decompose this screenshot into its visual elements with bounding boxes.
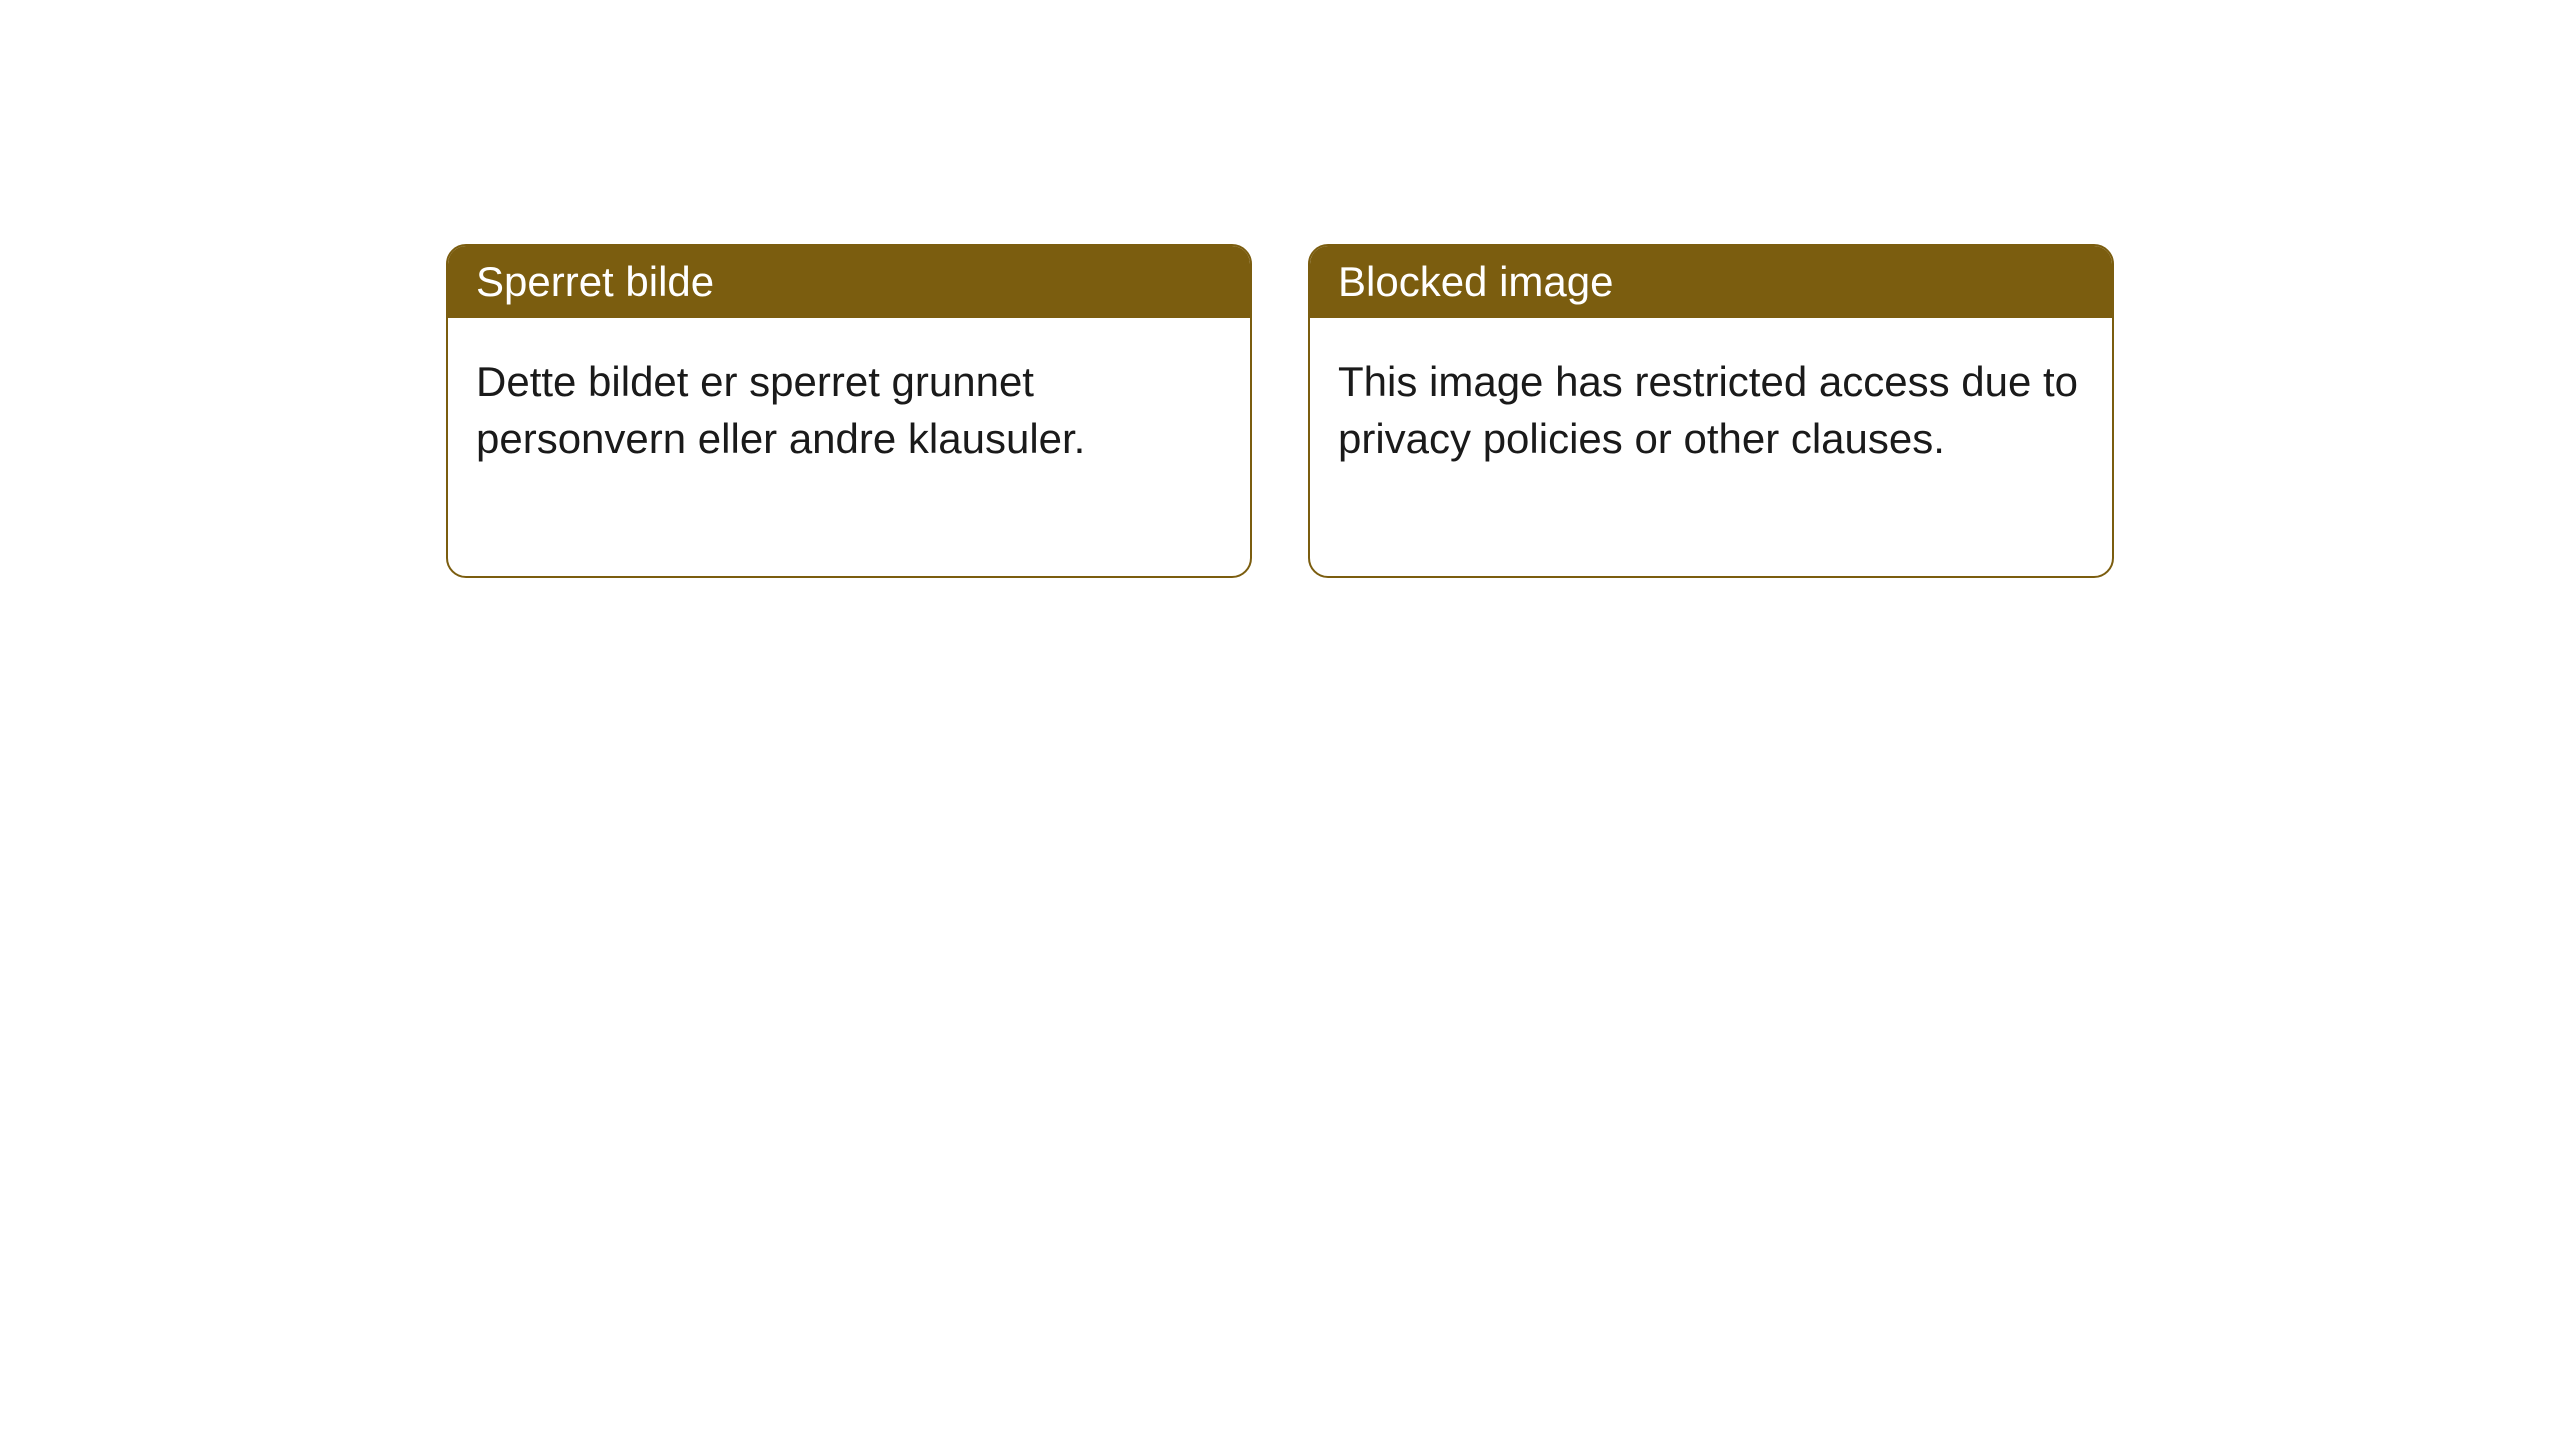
panel-body-english: This image has restricted access due to … [1310,318,2112,503]
panel-english: Blocked image This image has restricted … [1308,244,2114,578]
panel-header-english: Blocked image [1310,246,2112,318]
panel-norwegian: Sperret bilde Dette bildet er sperret gr… [446,244,1252,578]
panel-title-english: Blocked image [1338,258,1613,305]
panel-message-norwegian: Dette bildet er sperret grunnet personve… [476,358,1085,462]
panel-header-norwegian: Sperret bilde [448,246,1250,318]
panel-message-english: This image has restricted access due to … [1338,358,2078,462]
panel-body-norwegian: Dette bildet er sperret grunnet personve… [448,318,1250,503]
panel-title-norwegian: Sperret bilde [476,258,714,305]
panels-container: Sperret bilde Dette bildet er sperret gr… [0,0,2560,578]
